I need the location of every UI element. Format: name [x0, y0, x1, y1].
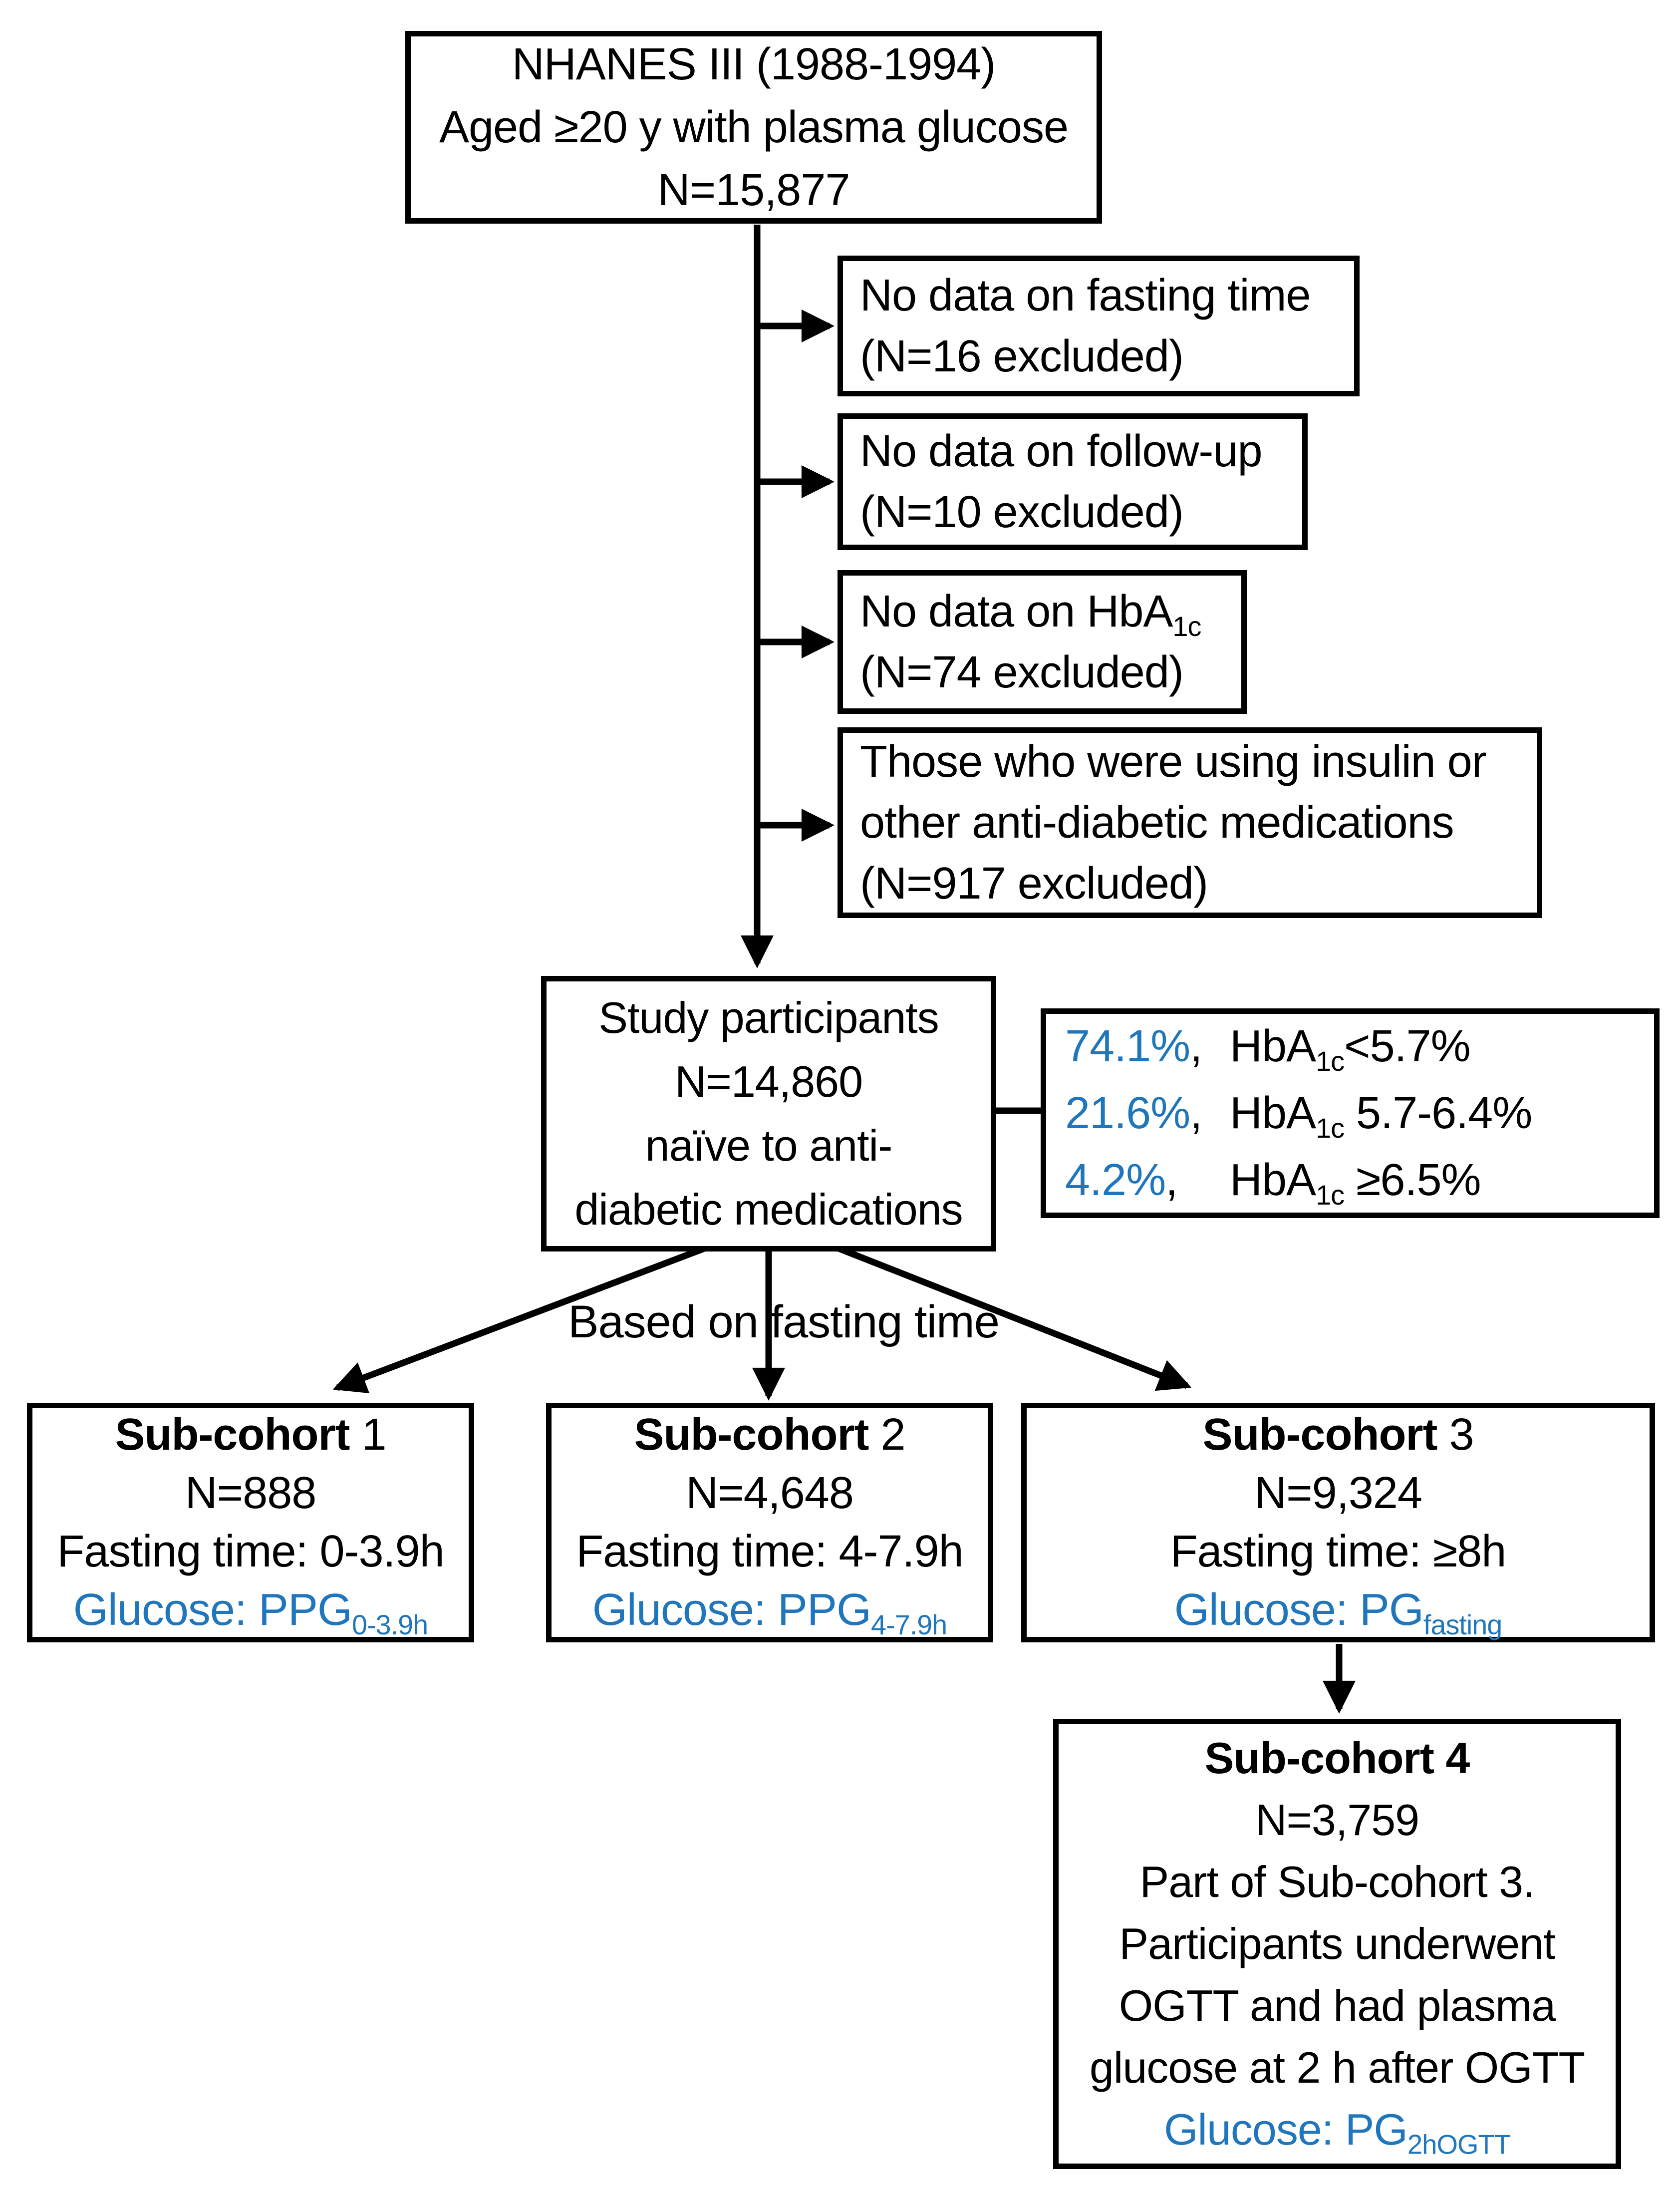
exclusion-n: (N=16 excluded)	[860, 331, 1184, 381]
glucose-label: Glucose: PG	[1174, 1585, 1424, 1635]
hba1c-row: 4.2%, HbA1c ≥6.5%	[1065, 1147, 1654, 1214]
glucose-subscript: fasting	[1423, 1609, 1502, 1640]
hba1c-label: HbA	[1230, 1155, 1316, 1205]
study-note-2: diabetic medications	[574, 1185, 963, 1234]
subcohort-2-box: Sub-cohort 2 N=4,648 Fasting time: 4-7.9…	[546, 1403, 993, 1642]
exclusion-reason: No data on HbA1c	[860, 581, 1241, 642]
subcohort-title-text: Sub-cohort	[634, 1410, 869, 1460]
hba1c-distribution-box: 74.1%, HbA1c<5.7% 21.6%, HbA1c 5.7-6.4% …	[1041, 1008, 1660, 1218]
subcohort-n: N=3,759	[1255, 1795, 1419, 1845]
study-title: Study participants	[598, 993, 939, 1042]
hba1c-percent: 74.1%	[1065, 1021, 1190, 1071]
subcohort-3-box: Sub-cohort 3 N=9,324 Fasting time: ≥8h G…	[1021, 1403, 1655, 1642]
hba1c-row: 74.1%, HbA1c<5.7%	[1065, 1013, 1654, 1080]
subcohort-note-3: OGTT and had plasma	[1119, 1981, 1556, 2030]
separator: ,	[1190, 1088, 1202, 1138]
separator: ,	[1165, 1155, 1178, 1205]
hba1c-percent: 21.6%	[1065, 1088, 1190, 1138]
subcohort-1-box: Sub-cohort 1 N=888 Fasting time: 0-3.9h …	[27, 1403, 474, 1642]
study-participants-box: Study participants N=14,860 naïve to ant…	[541, 976, 996, 1251]
exclusion-reason: No data on follow-up	[860, 426, 1263, 476]
exclusion-reason: No data on fasting time	[860, 271, 1311, 320]
hba1c-subscript: 1c	[1316, 1045, 1345, 1077]
exclusion-reason-text: No data on HbA	[860, 587, 1173, 636]
glucose-label: Glucose: PPG	[592, 1585, 871, 1635]
subcohort-title: Sub-cohort 1	[32, 1406, 469, 1464]
subcohort-note-4: glucose at 2 h after OGTT	[1089, 2043, 1585, 2092]
glucose-subscript: 4-7.9h	[871, 1609, 947, 1640]
subcohort-title: Sub-cohort 4	[1204, 1733, 1470, 1783]
exclusion-box-medications: Those who were using insulin or other an…	[838, 727, 1542, 918]
glucose-label: Glucose: PPG	[73, 1585, 352, 1635]
subcohort-number: 3	[1449, 1410, 1474, 1460]
arrow-study-to-sub1	[332, 1238, 724, 1393]
exclusion-reason: other anti-diabetic medications	[860, 798, 1454, 848]
hba1c-threshold: <5.7%	[1344, 1021, 1471, 1071]
subcohort-fasting: Fasting time: ≥8h	[1170, 1527, 1507, 1576]
glucose-label: Glucose: PG	[1163, 2105, 1408, 2154]
hba1c-threshold: 5.7-6.4%	[1344, 1088, 1532, 1138]
exclusion-n: (N=74 excluded)	[860, 647, 1184, 697]
exclusion-box-follow-up: No data on follow-up (N=10 excluded)	[838, 413, 1308, 550]
exclusion-box-fasting-time: No data on fasting time (N=16 excluded)	[838, 256, 1360, 396]
nhanes-n: N=15,877	[657, 165, 850, 215]
subcohort-glucose: Glucose: PPG4-7.9h	[552, 1581, 988, 1639]
subcohort-n: N=9,324	[1254, 1468, 1422, 1518]
exclusion-n: (N=917 excluded)	[860, 859, 1208, 909]
hba1c-label: HbA	[1230, 1088, 1316, 1138]
separator: ,	[1190, 1021, 1202, 1071]
study-n: N=14,860	[674, 1057, 863, 1106]
study-note-1: naïve to anti-	[645, 1121, 893, 1170]
hba1c-row: 21.6%, HbA1c 5.7-6.4%	[1065, 1080, 1654, 1147]
subcohort-n: N=888	[185, 1468, 317, 1518]
hba1c-label: HbA	[1230, 1021, 1316, 1071]
subcohort-glucose: Glucose: PPG0-3.9h	[32, 1581, 469, 1639]
subcohort-title-text: Sub-cohort	[115, 1410, 350, 1460]
subcohort-note-1: Part of Sub-cohort 3.	[1139, 1857, 1535, 1906]
exclusion-reason: Those who were using insulin or	[860, 737, 1487, 787]
split-criterion-label: Based on fasting time	[568, 1296, 1000, 1347]
arrow-study-to-sub3	[820, 1238, 1192, 1391]
subcohort-number: 2	[880, 1410, 905, 1460]
nhanes-source-box: NHANES III (1988-1994) Aged ≥20 y with p…	[405, 31, 1102, 224]
hba1c-range: HbA1c<5.7%	[1230, 1013, 1471, 1080]
hba1c-range: HbA1c 5.7-6.4%	[1230, 1080, 1532, 1147]
subcohort-number: 1	[361, 1410, 386, 1460]
subcohort-title: Sub-cohort 2	[552, 1406, 988, 1464]
subcohort-note-2: Participants underwent	[1119, 1919, 1555, 1968]
hba1c-percent-cell: 4.2%,	[1065, 1147, 1230, 1214]
hba1c-percent-cell: 21.6%,	[1065, 1080, 1230, 1147]
nhanes-title: NHANES III (1988-1994)	[512, 39, 996, 89]
hba1c-percent: 4.2%	[1065, 1155, 1166, 1205]
exclusion-box-hba1c: No data on HbA1c (N=74 excluded)	[838, 570, 1247, 714]
subcohort-n: N=4,648	[686, 1468, 854, 1518]
hba1c-subscript: 1c	[1172, 611, 1201, 642]
hba1c-range: HbA1c ≥6.5%	[1230, 1147, 1481, 1214]
exclusion-n: (N=10 excluded)	[860, 487, 1184, 537]
subcohort-fasting: Fasting time: 4-7.9h	[576, 1527, 963, 1576]
subcohort-title-text: Sub-cohort	[1202, 1410, 1437, 1460]
nhanes-criteria: Aged ≥20 y with plasma glucose	[439, 102, 1069, 152]
glucose-subscript: 0-3.9h	[352, 1609, 428, 1640]
hba1c-percent-cell: 74.1%,	[1065, 1013, 1230, 1080]
glucose-subscript: 2hOGTT	[1407, 2129, 1511, 2160]
subcohort-title: Sub-cohort 3	[1027, 1406, 1650, 1464]
hba1c-subscript: 1c	[1316, 1179, 1345, 1211]
subcohort-fasting: Fasting time: 0-3.9h	[57, 1527, 444, 1576]
subcohort-4-box: Sub-cohort 4 N=3,759 Part of Sub-cohort …	[1053, 1719, 1621, 2169]
hba1c-threshold: ≥6.5%	[1344, 1155, 1481, 1205]
subcohort-glucose: Glucose: PG2hOGTT	[1059, 2099, 1616, 2161]
hba1c-subscript: 1c	[1316, 1112, 1345, 1144]
subcohort-glucose: Glucose: PGfasting	[1027, 1581, 1650, 1639]
